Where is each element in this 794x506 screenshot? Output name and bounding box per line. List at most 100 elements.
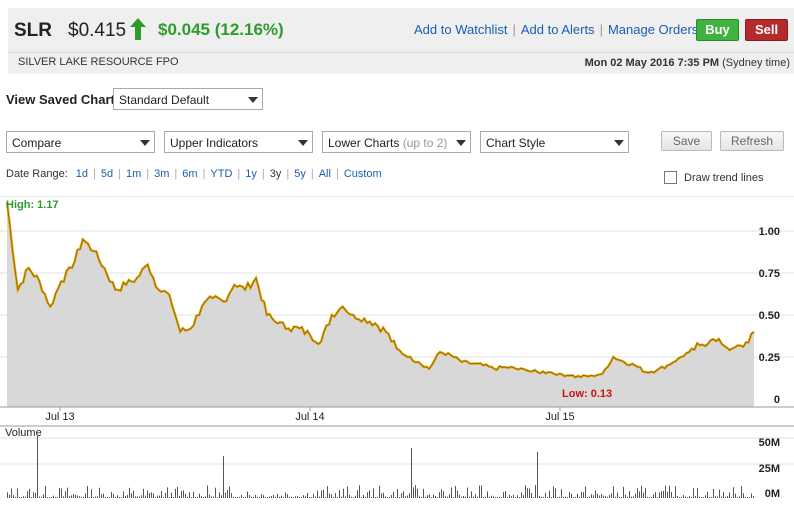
range-3y[interactable]: 3y	[269, 168, 282, 180]
volume-bar	[555, 488, 556, 498]
buy-button[interactable]: Buy	[696, 19, 739, 41]
volume-bar	[25, 496, 26, 498]
volume-bar	[179, 495, 180, 498]
lower-charts-note: (up to 2)	[402, 136, 448, 150]
volume-bar	[747, 496, 748, 498]
range-all[interactable]: All	[318, 168, 331, 180]
range-separator: |	[237, 168, 241, 180]
volume-bar	[57, 496, 58, 498]
volume-bar	[535, 485, 536, 498]
volume-bar	[709, 496, 710, 498]
sell-button[interactable]: Sell	[745, 19, 788, 41]
add-to-watchlist-link[interactable]: Add to Watchlist	[414, 22, 508, 37]
volume-bar	[255, 494, 256, 498]
x-tick-label: Jul 13	[45, 411, 74, 423]
quote-timezone: (Sydney time)	[722, 57, 790, 69]
refresh-button[interactable]: Refresh	[720, 131, 784, 151]
volume-bar	[41, 496, 42, 498]
range-5d[interactable]: 5d	[100, 168, 114, 180]
price-chart-area[interactable]: High: 1.17 Low: 0.13 1.00 0.75 0.50 0.25 0 J…	[0, 195, 794, 506]
volume-bar	[63, 496, 64, 498]
volume-bar	[297, 496, 298, 498]
volume-bar	[367, 492, 368, 498]
volume-bar	[657, 497, 658, 498]
volume-bar	[415, 485, 416, 498]
upper-indicators-value: Upper Indicators	[170, 136, 259, 150]
volume-bar	[211, 496, 212, 498]
volume-bar	[699, 496, 700, 498]
manage-orders-link[interactable]: Manage Orders	[607, 22, 699, 37]
volume-bar	[401, 493, 402, 498]
volume-bar	[385, 496, 386, 498]
volume-bar	[51, 496, 52, 498]
volume-bar	[735, 493, 736, 498]
y-tick-label: 0	[774, 394, 780, 406]
volume-bar	[141, 495, 142, 498]
volume-bar	[343, 488, 344, 498]
volume-bar	[93, 496, 94, 498]
volume-bar	[503, 492, 504, 498]
saved-chart-select[interactable]: Standard Default	[113, 88, 263, 110]
volume-bar	[605, 496, 606, 498]
upper-indicators-select[interactable]: Upper Indicators	[164, 131, 313, 153]
volume-bar	[87, 485, 88, 498]
volume-bar	[277, 493, 278, 498]
volume-bar	[285, 492, 286, 498]
volume-bar	[101, 494, 102, 498]
volume-bar	[33, 492, 34, 498]
save-button[interactable]: Save	[661, 131, 712, 151]
volume-bar	[377, 496, 378, 498]
volume-bar	[745, 496, 746, 498]
volume-bar	[83, 496, 84, 498]
volume-bar	[753, 496, 754, 498]
volume-bar	[393, 491, 394, 498]
volume-bar	[125, 495, 126, 498]
volume-bar	[17, 488, 18, 498]
volume-bar	[27, 491, 28, 498]
volume-bar	[429, 494, 430, 498]
add-to-alerts-link[interactable]: Add to Alerts	[520, 22, 595, 37]
range-ytd[interactable]: YTD	[210, 168, 233, 180]
volume-bar	[683, 495, 684, 498]
trend-lines-checkbox[interactable]	[664, 171, 677, 184]
volume-bar	[435, 495, 436, 498]
volume-bar	[715, 496, 716, 498]
volume-bar	[247, 491, 248, 498]
volume-bar	[261, 494, 262, 498]
chart-style-select[interactable]: Chart Style	[480, 131, 629, 153]
volume-bar	[687, 497, 688, 498]
volume-bar	[155, 496, 156, 498]
volume-bar	[227, 489, 228, 498]
range-separator: |	[202, 168, 206, 180]
range-separator: |	[174, 168, 178, 180]
range-1d[interactable]: 1d	[75, 168, 89, 180]
lower-charts-select[interactable]: Lower Charts (up to 2)	[322, 131, 471, 153]
volume-bar	[475, 494, 476, 498]
volume-bar	[719, 489, 720, 498]
volume-bar	[663, 490, 664, 498]
compare-select[interactable]: Compare	[6, 131, 155, 153]
volume-bar	[217, 497, 218, 498]
range-custom[interactable]: Custom	[343, 168, 382, 180]
volume-bar	[707, 491, 708, 498]
volume-bar	[567, 496, 568, 498]
volume-bar	[511, 496, 512, 498]
volume-tick-label: 50M	[759, 437, 780, 449]
volume-bar	[641, 485, 642, 498]
volume-bar	[463, 495, 464, 498]
volume-bar	[585, 486, 586, 498]
range-1m[interactable]: 1m	[125, 168, 142, 180]
draw-trend-lines[interactable]: Draw trend lines	[664, 171, 763, 184]
volume-bar	[237, 496, 238, 498]
range-1y[interactable]: 1y	[245, 168, 257, 180]
volume-bar	[725, 496, 726, 498]
volume-bar	[633, 496, 634, 498]
range-5y[interactable]: 5y	[294, 168, 306, 180]
ticker-symbol: SLR	[14, 20, 52, 41]
range-6m[interactable]: 6m	[182, 168, 198, 180]
lower-charts-value: Lower Charts	[328, 136, 400, 150]
range-3m[interactable]: 3m	[154, 168, 170, 180]
price-chart[interactable]: High: 1.17 Low: 0.13 1.00 0.75 0.50 0.25 0 J…	[0, 195, 794, 506]
compare-value: Compare	[12, 136, 62, 150]
volume-bar	[107, 496, 108, 498]
